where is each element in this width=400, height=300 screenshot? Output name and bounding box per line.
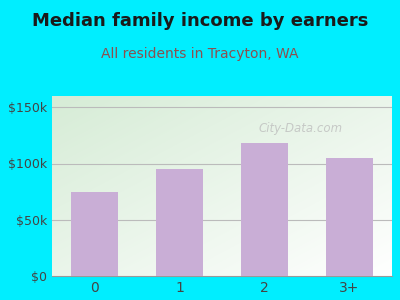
Bar bbox=[326, 158, 373, 276]
Bar bbox=[71, 192, 118, 276]
Text: City-Data.com: City-Data.com bbox=[258, 122, 342, 135]
Text: All residents in Tracyton, WA: All residents in Tracyton, WA bbox=[101, 47, 299, 61]
Text: Median family income by earners: Median family income by earners bbox=[32, 12, 368, 30]
Bar bbox=[241, 143, 288, 276]
Bar bbox=[156, 169, 203, 276]
